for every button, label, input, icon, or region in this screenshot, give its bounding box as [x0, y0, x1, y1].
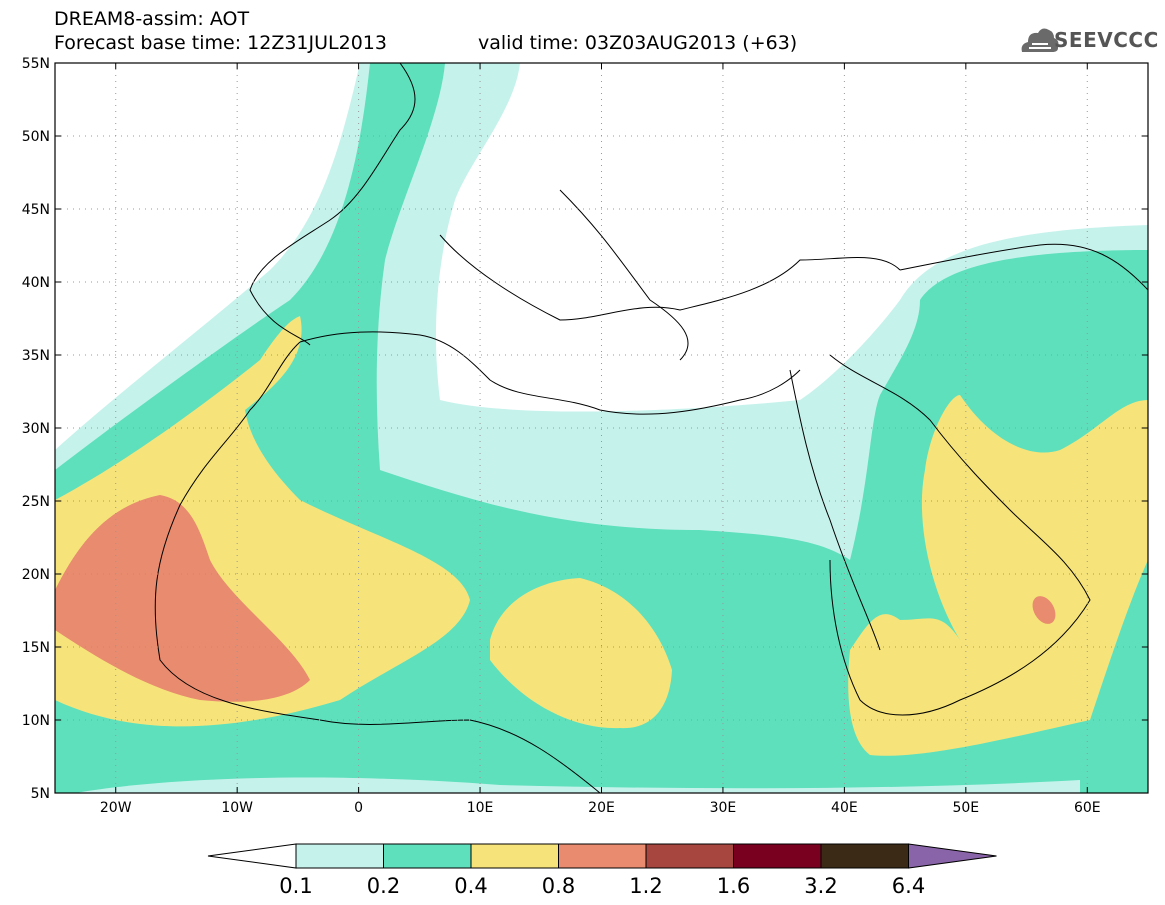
- lon-tick-label: 40E: [831, 800, 858, 816]
- colorbar-label: 3.2: [804, 874, 837, 898]
- aot-patch-oman: [1032, 596, 1056, 624]
- lat-tick-label: 30N: [22, 421, 50, 437]
- cloud-logo-icon: [1021, 28, 1059, 52]
- lat-tick-label: 25N: [22, 494, 50, 510]
- lon-tick-label: 30E: [710, 800, 737, 816]
- colorbar-label: 1.6: [717, 874, 750, 898]
- lat-tick-label: 40N: [22, 275, 50, 291]
- aot-band-0.8: [55, 495, 310, 702]
- lon-tick-label: 10E: [467, 800, 494, 816]
- colorbar-swatch: [820, 843, 909, 869]
- lon-tick-label: 0: [354, 800, 363, 816]
- coastlines: [154, 63, 1148, 793]
- colorbar-swatch: [558, 843, 647, 869]
- lat-tick-label: 20N: [22, 567, 50, 583]
- plot-frame: [54, 62, 1149, 794]
- colorbar-swatch: [645, 843, 734, 869]
- forecast-base-time: Forecast base time: 12Z31JUL2013: [54, 32, 387, 54]
- colorbar-labels: 0.1 0.2 0.4 0.8 1.2 1.6 3.2 6.4: [279, 874, 925, 898]
- aot-band-0.4-arabia: [848, 395, 1148, 756]
- graticule: [55, 63, 1148, 793]
- lon-tick-label: 20W: [100, 800, 132, 816]
- colorbar-low-triangle: [207, 843, 297, 869]
- colorbar-swatch: [470, 843, 559, 869]
- lat-tick-label: 10N: [22, 713, 50, 729]
- colorbar-swatch: [295, 843, 384, 869]
- colorbar-label: 0.1: [279, 874, 312, 898]
- lon-tick-label: 20E: [588, 800, 615, 816]
- lon-tick-labels: 20W 10W 0 10E 20E 30E 40E 50E 60E: [100, 800, 1101, 816]
- colorbar-swatch: [733, 843, 822, 869]
- colorbar-label: 6.4: [892, 874, 925, 898]
- lon-tick-label: 60E: [1074, 800, 1101, 816]
- colorbar-label: 0.8: [542, 874, 575, 898]
- colorbar-high-triangle: [908, 843, 997, 869]
- lat-tick-label: 5N: [31, 786, 50, 802]
- lat-tick-label: 55N: [22, 56, 50, 72]
- lon-tick-label: 50E: [952, 800, 979, 816]
- lat-tick-labels: 55N 50N 45N 40N 35N 30N 25N 20N 15N 10N 5N: [22, 56, 50, 802]
- colorbar-label: 0.2: [367, 874, 400, 898]
- lat-tick-label: 35N: [22, 348, 50, 364]
- colorbar: [207, 843, 997, 869]
- lon-tick-label: 10W: [221, 800, 253, 816]
- map-title: DREAM8-assim: AOT: [54, 8, 250, 30]
- lat-tick-label: 15N: [22, 640, 50, 656]
- colorbar-label: 0.4: [454, 874, 487, 898]
- logo-text: SEEVCCC: [1054, 28, 1159, 52]
- colorbar-label: 1.2: [629, 874, 662, 898]
- valid-time: valid time: 03Z03AUG2013 (+63): [478, 32, 798, 54]
- colorbar-swatch: [383, 843, 472, 869]
- aot-band-0.4-central: [490, 578, 672, 729]
- lat-tick-label: 50N: [22, 129, 50, 145]
- lat-tick-label: 45N: [22, 202, 50, 218]
